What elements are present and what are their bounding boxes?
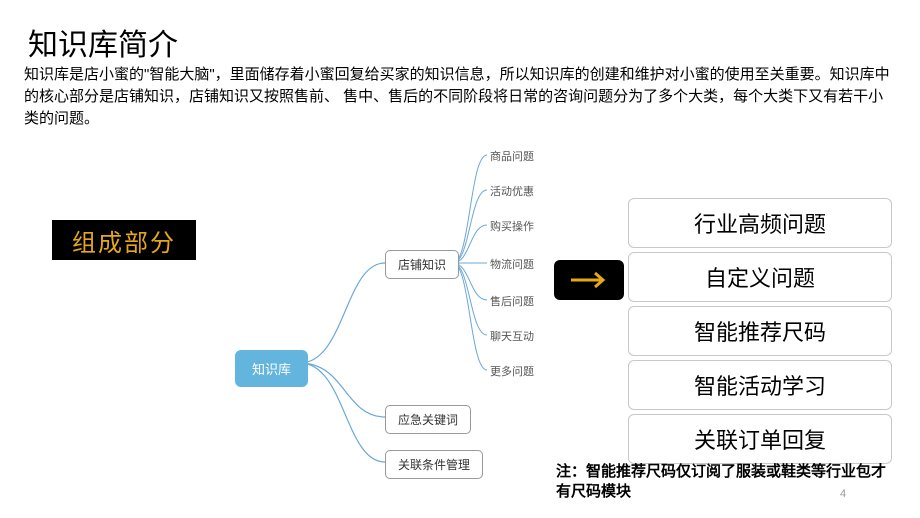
option-list: 行业高频问题 自定义问题 智能推荐尺码 智能活动学习 关联订单回复 <box>628 198 892 468</box>
mindmap-leaf: 购买操作 <box>490 218 534 234</box>
mindmap-leaf: 售后问题 <box>490 293 534 309</box>
mindmap-leaf: 聊天互动 <box>490 328 534 344</box>
option-item: 关联订单回复 <box>628 414 892 464</box>
mindmap-node-emergency: 应急关键词 <box>385 405 471 434</box>
intro-paragraph: 知识库是店小蜜的"智能大脑"，里面储存着小蜜回复给买家的知识信息，所以知识库的创… <box>24 64 894 129</box>
mindmap-leaf: 更多问题 <box>490 363 534 379</box>
mindmap-node-condition: 关联条件管理 <box>385 450 483 479</box>
arrow-right-icon <box>569 270 609 290</box>
option-item: 自定义问题 <box>628 252 892 302</box>
page-title: 知识库简介 <box>28 20 178 64</box>
option-item: 智能推荐尺码 <box>628 306 892 356</box>
page-number: 4 <box>840 488 846 500</box>
option-item: 智能活动学习 <box>628 360 892 410</box>
mindmap: 知识库 店铺知识 应急关键词 关联条件管理 商品问题 活动优惠 购买操作 物流问… <box>215 135 550 485</box>
mindmap-node-shop: 店铺知识 <box>385 250 459 279</box>
option-item: 行业高频问题 <box>628 198 892 248</box>
mindmap-leaf: 商品问题 <box>490 148 534 164</box>
mindmap-root: 知识库 <box>235 350 308 387</box>
mindmap-leaf: 物流问题 <box>490 256 534 272</box>
arrow-box <box>554 260 624 300</box>
mindmap-leaf: 活动优惠 <box>490 183 534 199</box>
section-badge: 组成部分 <box>52 220 196 260</box>
